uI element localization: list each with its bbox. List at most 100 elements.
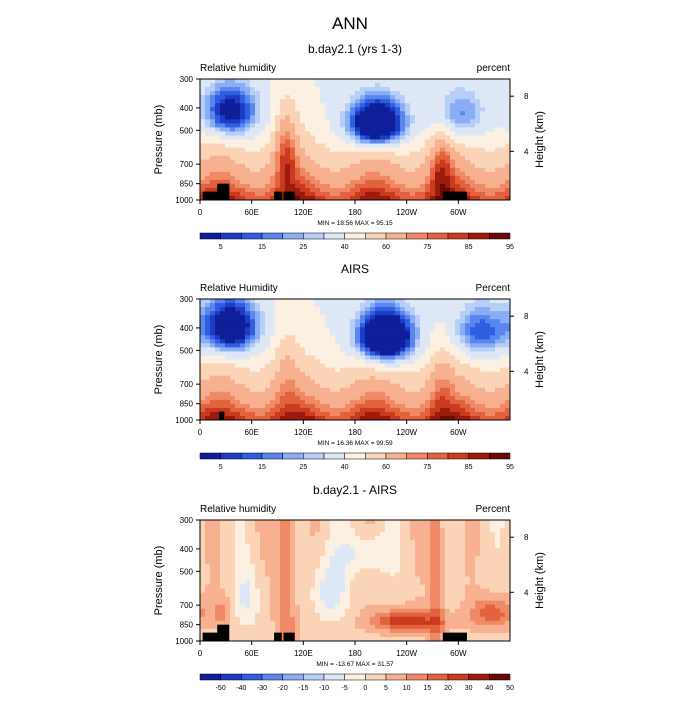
contour-cell	[360, 408, 365, 412]
contour-cell	[305, 299, 310, 303]
contour-cell	[500, 180, 505, 184]
contour-cell	[360, 540, 365, 544]
contour-cell	[435, 412, 440, 416]
contour-cell	[385, 135, 390, 139]
contour-cell	[435, 528, 440, 532]
contour-cell	[315, 572, 320, 576]
contour-cell	[220, 311, 225, 315]
contour-cell	[495, 303, 500, 307]
contour-cell	[470, 103, 475, 107]
contour-cell	[380, 564, 385, 568]
contour-cell	[490, 581, 495, 585]
contour-cell	[380, 180, 385, 184]
contour-cell	[395, 540, 400, 544]
contour-cell	[450, 323, 455, 327]
contour-cell	[385, 528, 390, 532]
contour-cell	[475, 115, 480, 119]
contour-cell	[415, 396, 420, 400]
contour-cell	[445, 107, 450, 111]
contour-cell	[465, 123, 470, 127]
contour-cell	[230, 372, 235, 376]
contour-cell	[305, 351, 310, 355]
contour-cell	[310, 532, 315, 536]
contour-cell	[470, 552, 475, 556]
contour-cell	[465, 404, 470, 408]
contour-cell	[345, 115, 350, 119]
contour-cell	[425, 119, 430, 123]
contour-cell	[240, 528, 245, 532]
contour-cell	[390, 520, 395, 524]
contour-cell	[275, 335, 280, 339]
contour-cell	[275, 524, 280, 528]
contour-cell	[295, 351, 300, 355]
contour-cell	[270, 131, 275, 135]
contour-cell	[360, 131, 365, 135]
contour-cell	[420, 552, 425, 556]
contour-cell	[400, 585, 405, 589]
contour-cell	[425, 87, 430, 91]
y-axis-label: Pressure (mb)	[153, 325, 165, 395]
contour-cell	[490, 396, 495, 400]
contour-cell	[415, 404, 420, 408]
contour-cell	[420, 119, 425, 123]
contour-cell	[390, 412, 395, 416]
contour-cell	[410, 380, 415, 384]
x-tick-label: 120W	[396, 208, 417, 217]
contour-cell	[235, 343, 240, 347]
contour-cell	[260, 127, 265, 131]
contour-cell	[400, 176, 405, 180]
contour-cell	[445, 576, 450, 580]
contour-cell	[215, 392, 220, 396]
contour-cell	[370, 556, 375, 560]
contour-cell	[220, 351, 225, 355]
contour-cell	[250, 392, 255, 396]
contour-cell	[360, 368, 365, 372]
contour-cell	[280, 135, 285, 139]
contour-cell	[220, 392, 225, 396]
contour-cell	[490, 528, 495, 532]
contour-cell	[370, 311, 375, 315]
contour-cell	[500, 400, 505, 404]
contour-cell	[295, 188, 300, 192]
contour-cell	[245, 140, 250, 144]
contour-cell	[315, 347, 320, 351]
contour-cell	[295, 319, 300, 323]
contour-cell	[490, 351, 495, 355]
contour-cell	[215, 380, 220, 384]
contour-cell	[330, 400, 335, 404]
contour-cell	[395, 83, 400, 87]
contour-cell	[420, 176, 425, 180]
contour-cell	[240, 123, 245, 127]
contour-cell	[370, 339, 375, 343]
contour-cell	[455, 384, 460, 388]
contour-cell	[375, 347, 380, 351]
contour-cell	[295, 184, 300, 188]
contour-cell	[200, 79, 205, 83]
contour-cell	[420, 392, 425, 396]
contour-cell	[375, 303, 380, 307]
contour-cell	[225, 404, 230, 408]
contour-cell	[315, 372, 320, 376]
contour-cell	[320, 560, 325, 564]
contour-cell	[440, 548, 445, 552]
contour-cell	[500, 315, 505, 319]
contour-cell	[290, 564, 295, 568]
contour-cell	[330, 91, 335, 95]
contour-cell	[380, 323, 385, 327]
contour-cell	[465, 528, 470, 532]
contour-cell	[345, 560, 350, 564]
contour-cell	[320, 376, 325, 380]
contour-cell	[485, 355, 490, 359]
colorbar-swatch	[221, 233, 242, 239]
contour-cell	[280, 536, 285, 540]
contour-cell	[240, 540, 245, 544]
contour-cell	[245, 560, 250, 564]
contour-cell	[440, 339, 445, 343]
contour-cell	[310, 528, 315, 532]
contour-cell	[455, 103, 460, 107]
contour-cell	[330, 299, 335, 303]
contour-cell	[440, 99, 445, 103]
contour-cell	[250, 412, 255, 416]
contour-cell	[380, 528, 385, 532]
contour-cell	[215, 127, 220, 131]
